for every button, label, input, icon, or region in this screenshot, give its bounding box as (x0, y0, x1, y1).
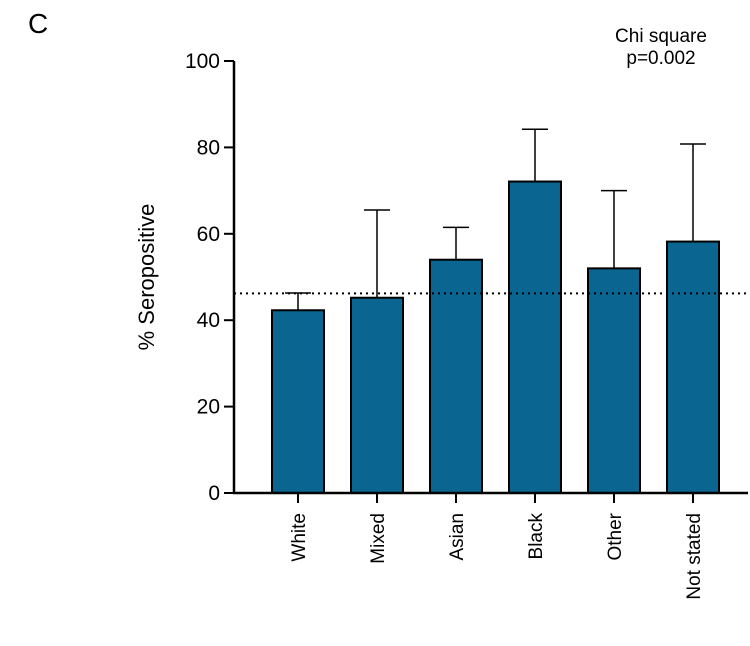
x-tick-label-mixed: Mixed (368, 513, 389, 564)
y-tick-label-20: 20 (197, 396, 220, 419)
bar-not-stated (666, 240, 720, 494)
x-tick-label-not-stated: Not stated (684, 513, 705, 600)
y-tick-label-80: 80 (197, 136, 220, 159)
y-tick-label-60: 60 (197, 223, 220, 246)
bar-black (508, 180, 562, 494)
x-tick-label-black: Black (526, 513, 547, 560)
error-bar-other (601, 189, 627, 269)
x-tick-label-other: Other (605, 512, 626, 560)
bar-mixed (350, 296, 404, 494)
bar-asian (429, 258, 483, 494)
axes-layer (224, 60, 748, 503)
x-tick-label-white: White (289, 513, 310, 562)
error-bars-layer (285, 128, 706, 311)
error-bar-asian (443, 226, 469, 260)
bar-other (587, 267, 641, 494)
y-tick-label-100: 100 (185, 50, 220, 73)
panel-label: C (28, 8, 49, 39)
error-bar-black (522, 128, 548, 182)
y-tick-label-40: 40 (197, 309, 220, 332)
annotation-line2: p=0.002 (626, 48, 696, 69)
error-bar-not-stated (680, 143, 706, 242)
error-bar-white (285, 292, 311, 311)
annotation-line1: Chi square (615, 26, 707, 47)
y-tick-label-0: 0 (208, 482, 220, 505)
error-bar-mixed (364, 209, 390, 298)
labels-layer: White Mixed Asian Black Other Not stated 0 20 40… (134, 50, 705, 600)
bar-white (271, 309, 325, 494)
x-tick-label-asian: Asian (447, 513, 468, 561)
y-axis-label: % Seropositive (134, 204, 159, 351)
bars-layer (271, 180, 720, 494)
chi-square-annotation: Chi square p=0.002 (596, 26, 726, 70)
